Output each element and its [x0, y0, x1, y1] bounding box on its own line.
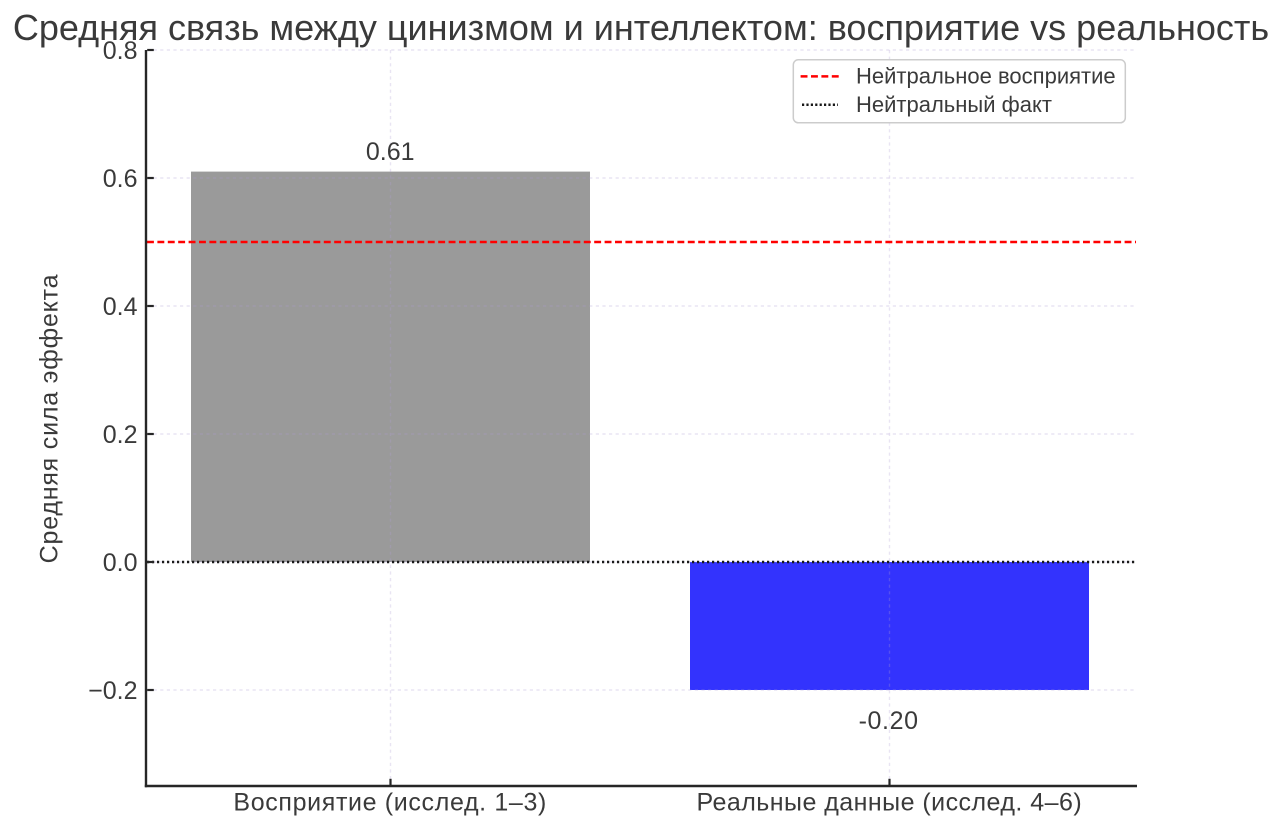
svg-text:Нейтральный факт: Нейтральный факт: [856, 92, 1052, 117]
svg-text:0.2: 0.2: [103, 421, 138, 449]
svg-text:−0.2: −0.2: [88, 677, 137, 705]
svg-text:Восприятие (исслед. 1–3): Восприятие (исслед. 1–3): [233, 788, 547, 816]
svg-text:Нейтральное восприятие: Нейтральное восприятие: [856, 64, 1116, 89]
svg-text:0.4: 0.4: [103, 293, 138, 321]
svg-text:Средняя сила эффекта: Средняя сила эффекта: [36, 274, 64, 564]
svg-text:-0.20: -0.20: [859, 707, 919, 735]
svg-text:0.6: 0.6: [103, 165, 138, 193]
svg-text:Средняя связь между цинизмом и: Средняя связь между цинизмом и интеллект…: [13, 7, 1269, 48]
svg-text:0.8: 0.8: [103, 37, 138, 65]
svg-text:Реальные данные (исслед. 4–6): Реальные данные (исслед. 4–6): [696, 788, 1082, 816]
svg-text:0.0: 0.0: [103, 549, 138, 577]
svg-text:0.61: 0.61: [366, 138, 415, 166]
